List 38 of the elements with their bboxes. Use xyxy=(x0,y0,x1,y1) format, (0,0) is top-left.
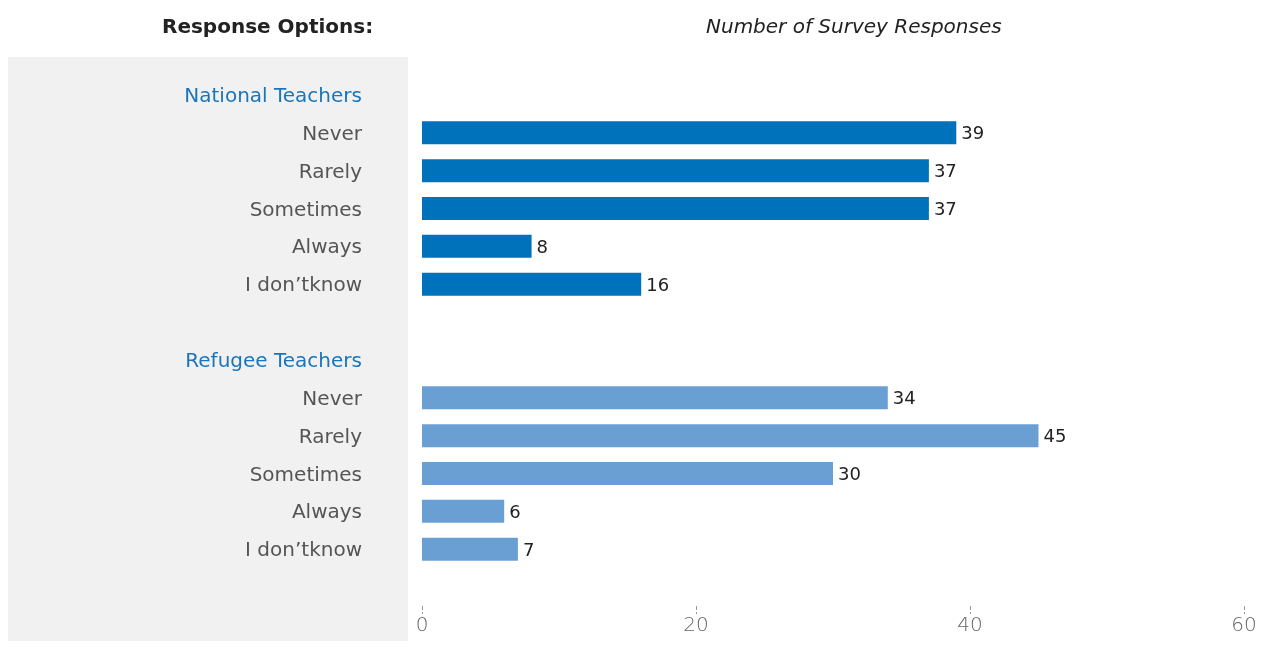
data-label: 39 xyxy=(961,122,985,144)
y-tick-label: Always xyxy=(291,234,362,259)
y-tick-label: I don’tknow xyxy=(245,272,362,297)
bar xyxy=(422,272,642,296)
bar xyxy=(422,197,929,220)
x-tick-label: 60 xyxy=(1231,612,1257,636)
bar xyxy=(422,462,833,485)
data-label: 30 xyxy=(838,463,861,484)
y-axis-title: Response Options: xyxy=(162,14,374,38)
bar xyxy=(422,386,888,410)
x-tick-label: 20 xyxy=(683,612,709,636)
x-tick-label: 0 xyxy=(415,612,429,636)
bar xyxy=(422,499,505,523)
y-tick-label: Sometimes xyxy=(249,461,362,486)
y-tick-label: Sometimes xyxy=(249,196,362,221)
data-label: 45 xyxy=(1043,425,1067,447)
bar xyxy=(422,234,532,258)
bar xyxy=(422,537,518,561)
x-tick-label: 40 xyxy=(957,612,983,636)
y-tick-label: Rarely xyxy=(298,423,363,448)
data-label: 37 xyxy=(933,160,957,182)
bar xyxy=(422,424,1039,448)
y-tick-label: Rarely xyxy=(298,158,363,183)
data-label: 16 xyxy=(646,273,670,295)
data-label: 8 xyxy=(536,235,549,257)
y-tick-label: Always xyxy=(291,499,362,524)
bar xyxy=(422,121,957,145)
data-label: 34 xyxy=(892,387,916,409)
y-tick-label: Never xyxy=(302,385,363,410)
y-tick-label: Never xyxy=(302,120,363,145)
data-label: 7 xyxy=(522,538,535,560)
y-tick-label: I don’tknow xyxy=(245,537,362,562)
y-tick-label: National Teachers xyxy=(184,82,362,107)
x-axis-title: Number of Survey Responses xyxy=(706,14,1002,38)
y-tick-label: Refugee Teachers xyxy=(185,347,362,372)
bar xyxy=(422,159,929,183)
data-label: 6 xyxy=(509,500,521,522)
data-label: 37 xyxy=(933,198,957,219)
